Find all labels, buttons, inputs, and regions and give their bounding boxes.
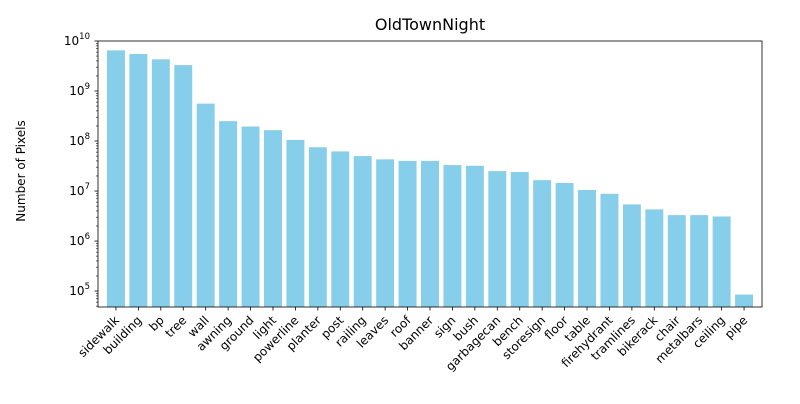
bars-layer — [106, 50, 754, 308]
bar-storesign — [533, 180, 552, 307]
bar-floor — [555, 182, 574, 307]
bar-roof — [398, 160, 417, 307]
y-axis-ticks: 105 106 107 108 109 1010 — [64, 32, 98, 307]
y-tick-label: 108 — [69, 132, 90, 148]
bar-awning — [219, 121, 238, 308]
x-tick-label: pipe — [722, 313, 750, 341]
bar-powerline — [286, 139, 305, 307]
bar-metalbars — [690, 215, 709, 307]
bar-table — [578, 189, 596, 307]
chart-title: OldTownNight — [375, 15, 485, 34]
y-tick-label: 107 — [69, 182, 90, 198]
y-tick-label: 105 — [69, 282, 90, 298]
bar-firehydrant — [600, 193, 619, 307]
bar-building — [129, 53, 148, 308]
y-tick-label: 1010 — [64, 32, 90, 48]
bar-leaves — [376, 159, 395, 307]
bar-ground — [241, 126, 260, 308]
bar-bush — [465, 165, 484, 307]
bar-sidewalk — [106, 50, 125, 308]
bar-bp — [151, 59, 170, 307]
bar-planter — [308, 147, 327, 307]
bar-garbagecan — [488, 171, 507, 307]
bar-light — [264, 130, 282, 307]
bar-railing — [353, 156, 372, 307]
y-axis-label: Number of Pixels — [14, 120, 28, 221]
bar-post — [331, 151, 350, 307]
bar-wall — [196, 103, 215, 307]
bar-bikerack — [645, 209, 664, 307]
bar-bench — [510, 172, 529, 307]
x-tick-label: tree — [162, 313, 189, 340]
bar-chair — [667, 215, 686, 307]
bar-pipe — [735, 294, 754, 307]
bar-tree — [174, 65, 193, 307]
y-tick-label: 106 — [69, 232, 90, 248]
bar-ceiling — [712, 216, 731, 307]
bar-banner — [421, 160, 439, 307]
bar-tramlines — [622, 204, 641, 307]
y-tick-label: 109 — [69, 82, 90, 98]
bar-sign — [443, 165, 462, 307]
